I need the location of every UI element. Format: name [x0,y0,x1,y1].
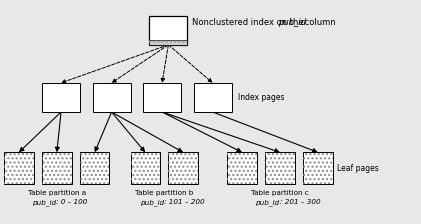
Bar [80,152,109,184]
Text: pub_id: pub_id [32,199,56,206]
Text: : 101 – 200: : 101 – 200 [164,199,204,205]
Text: : 201 – 300: : 201 – 300 [280,199,320,205]
Bar [143,83,181,112]
Text: Nonclustered index on the: Nonclustered index on the [192,18,306,28]
Bar [4,152,34,184]
Text: pub_id: pub_id [278,18,306,28]
Bar [265,152,295,184]
Bar [131,152,160,184]
Bar [168,152,198,184]
Bar [227,152,257,184]
Bar [227,152,257,184]
Text: Index pages: Index pages [238,93,284,102]
Bar [42,83,80,112]
Text: column: column [302,18,336,28]
Bar [168,152,198,184]
Text: Table partition c: Table partition c [251,190,309,196]
Bar [93,83,131,112]
Text: pub_id: pub_id [256,199,280,206]
Bar [80,152,109,184]
Bar [4,152,34,184]
Bar [149,16,187,45]
Text: Leaf pages: Leaf pages [337,164,378,172]
Bar [149,40,187,45]
Bar [149,40,187,45]
Bar [303,152,333,184]
Text: Table partition a: Table partition a [28,190,86,196]
Bar [42,152,72,184]
Text: Table partition b: Table partition b [135,190,193,196]
Bar [42,152,72,184]
Text: : 0 – 100: : 0 – 100 [56,199,88,205]
Text: pub_id: pub_id [140,199,164,206]
Bar [131,152,160,184]
Bar [194,83,232,112]
Bar [265,152,295,184]
Bar [303,152,333,184]
